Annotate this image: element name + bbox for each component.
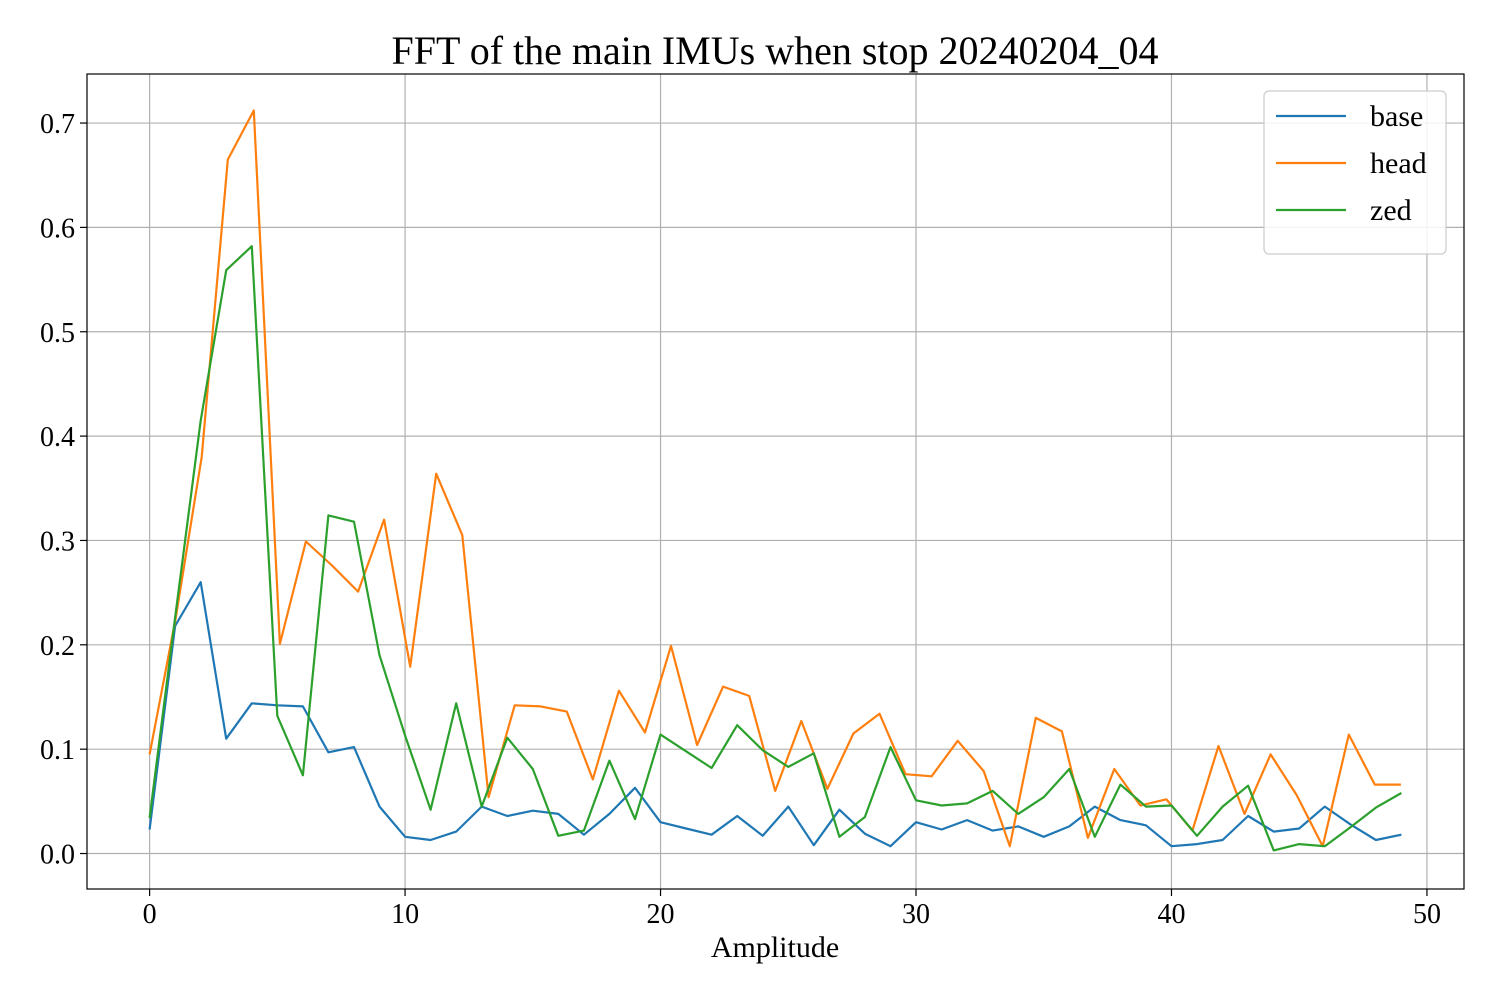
y-tick-label: 0.6 <box>40 213 75 244</box>
x-tick-label: 20 <box>647 899 675 930</box>
y-tick-label: 0.2 <box>40 631 75 662</box>
x-tick-label: 40 <box>1157 899 1185 930</box>
x-axis-label: Amplitude <box>711 931 839 964</box>
y-tick-label: 0.1 <box>40 735 75 766</box>
legend: base head zed <box>1263 90 1447 255</box>
y-tick-label: 0.3 <box>40 526 75 557</box>
x-tick-label: 30 <box>902 899 930 930</box>
legend-label-base: base <box>1370 100 1423 133</box>
plot-area-frame <box>86 73 1465 890</box>
legend-label-head: head <box>1370 147 1427 180</box>
x-tick-label: 50 <box>1413 899 1441 930</box>
x-tick-label: 0 <box>143 899 157 930</box>
chart-title: FFT of the main IMUs when stop 20240204_… <box>391 28 1158 73</box>
legend-box <box>1263 90 1447 255</box>
y-tick-label: 0.7 <box>40 109 75 140</box>
x-tick-label: 10 <box>391 899 419 930</box>
axis-ticks: 0 10 20 30 40 50 0.0 0.1 0.2 0.3 0.4 0.5 0.6 0.7 <box>40 109 1441 930</box>
series-lines <box>148 109 1402 852</box>
series-line-zed <box>148 245 1402 852</box>
y-tick-label: 0.0 <box>40 840 75 871</box>
legend-label-zed: zed <box>1370 194 1412 227</box>
y-tick-label: 0.4 <box>40 422 75 453</box>
y-tick-label: 0.5 <box>40 318 75 349</box>
series-line-base <box>148 581 1402 848</box>
